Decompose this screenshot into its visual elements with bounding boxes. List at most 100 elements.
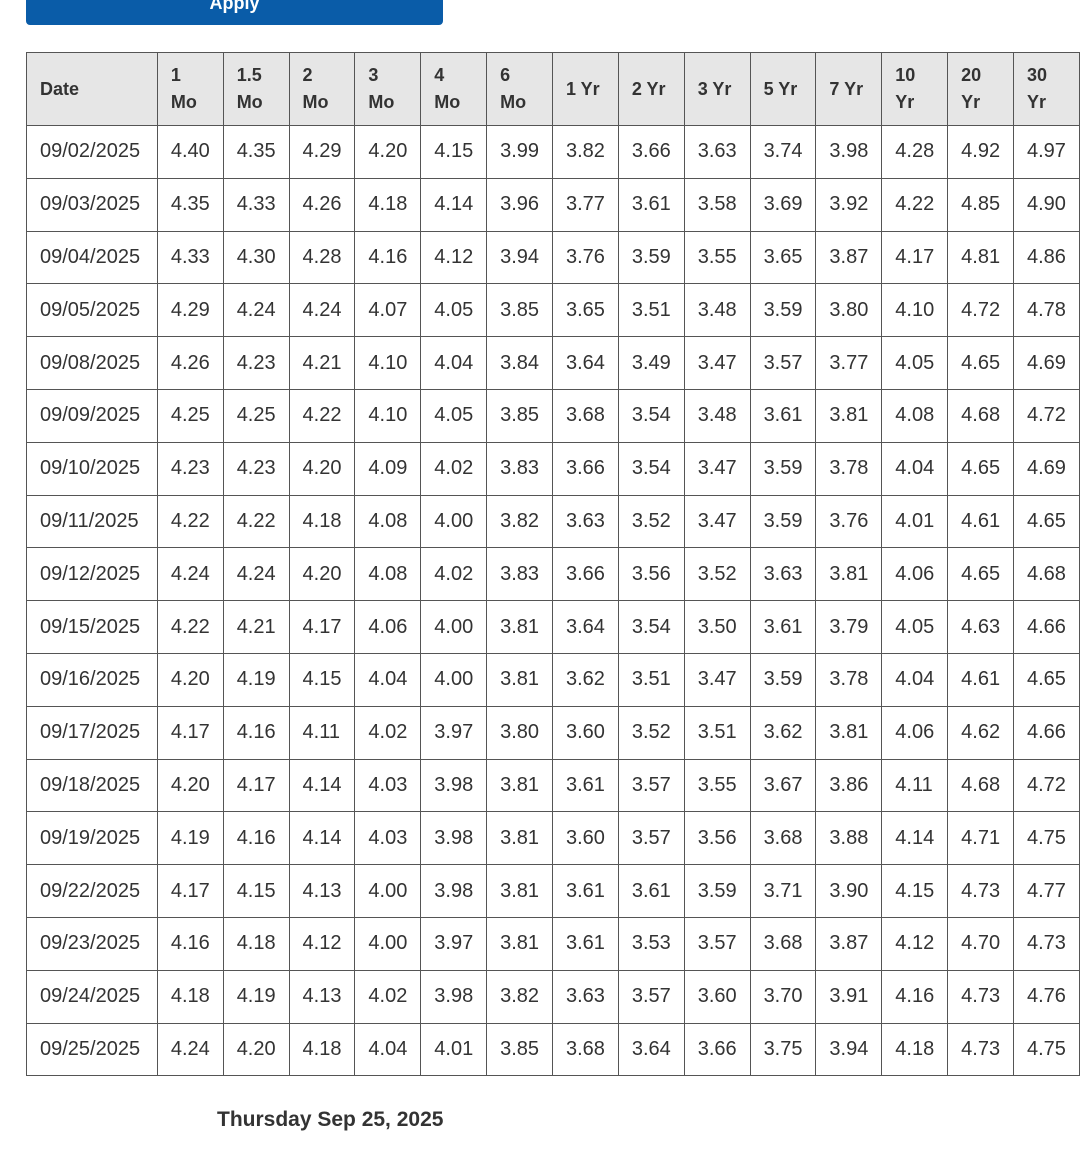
rate-cell: 4.73 <box>947 969 1014 1024</box>
rate-cell: 4.62 <box>947 705 1014 760</box>
date-cell: 09/10/2025 <box>26 441 158 496</box>
rate-cell: 4.66 <box>1013 705 1080 760</box>
rate-cell: 3.81 <box>815 705 883 760</box>
rate-cell: 4.08 <box>354 494 422 549</box>
rate-cell: 4.16 <box>222 705 290 760</box>
table-row: 09/05/2025 4.29 4.24 4.24 4.07 4.05 3.85 3.65 3.… <box>26 283 1080 338</box>
rate-cell: 4.20 <box>156 758 224 813</box>
rate-cell: 3.61 <box>617 864 685 918</box>
rate-cell: 3.58 <box>683 177 751 232</box>
rate-cell: 4.81 <box>947 230 1014 285</box>
rate-cell: 3.55 <box>683 758 751 813</box>
rate-cell: 4.19 <box>156 811 224 866</box>
rate-cell: 4.61 <box>947 652 1014 707</box>
rate-cell: 3.94 <box>815 1022 883 1077</box>
rate-cell: 4.21 <box>222 600 290 654</box>
rate-cell: 4.12 <box>881 916 949 971</box>
column-header: 6 Mo <box>486 52 553 126</box>
rate-cell: 3.56 <box>617 547 685 602</box>
rate-cell: 4.20 <box>354 125 422 179</box>
rate-cell: 4.35 <box>222 125 290 179</box>
rate-cell: 4.65 <box>1013 494 1080 549</box>
rate-cell: 3.83 <box>486 441 553 496</box>
rate-cell: 4.17 <box>288 600 356 654</box>
rate-cell: 4.19 <box>222 969 290 1024</box>
rate-cell: 4.10 <box>881 283 949 338</box>
rate-cell: 3.94 <box>486 230 553 285</box>
rate-cell: 3.64 <box>551 336 619 390</box>
rate-cell: 4.18 <box>288 1022 356 1077</box>
rate-cell: 3.98 <box>815 125 883 179</box>
rate-cell: 3.47 <box>683 336 751 390</box>
column-header: 2 Yr <box>617 52 685 126</box>
rate-cell: 3.52 <box>617 494 685 549</box>
rate-cell: 3.68 <box>749 916 817 971</box>
date-cell: 09/22/2025 <box>26 864 158 918</box>
rate-cell: 3.87 <box>815 916 883 971</box>
rate-cell: 3.68 <box>551 388 619 443</box>
rate-cell: 4.40 <box>156 125 224 179</box>
date-cell: 09/04/2025 <box>26 230 158 285</box>
rate-cell: 4.23 <box>222 441 290 496</box>
rate-cell: 3.57 <box>683 916 751 971</box>
table-row: 09/24/2025 4.18 4.19 4.13 4.02 3.98 3.82 3.63 3.… <box>26 969 1080 1024</box>
rate-cell: 3.68 <box>749 811 817 866</box>
table-row: 09/15/2025 4.22 4.21 4.17 4.06 4.00 3.81 3.64 3.… <box>26 600 1080 654</box>
rate-cell: 4.15 <box>420 125 488 179</box>
date-cell: 09/19/2025 <box>26 811 158 866</box>
rate-cell: 4.00 <box>354 916 422 971</box>
rates-table: Date 1 Mo 1.5 Mo 2 Mo 3 Mo 4 Mo 6 Mo 1 Yr 2 Yr 3 … <box>26 52 1080 1077</box>
rate-cell: 4.24 <box>288 283 356 338</box>
rate-cell: 3.54 <box>617 600 685 654</box>
rate-cell: 4.70 <box>947 916 1014 971</box>
rate-cell: 4.16 <box>222 811 290 866</box>
rate-cell: 4.29 <box>156 283 224 338</box>
date-cell: 09/23/2025 <box>26 916 158 971</box>
rate-cell: 4.02 <box>420 547 488 602</box>
rate-cell: 3.81 <box>815 388 883 443</box>
rate-cell: 4.35 <box>156 177 224 232</box>
rate-cell: 3.61 <box>551 864 619 918</box>
rate-cell: 3.63 <box>749 547 817 602</box>
rate-cell: 4.24 <box>156 1022 224 1077</box>
rate-cell: 4.11 <box>288 705 356 760</box>
rate-cell: 4.24 <box>222 283 290 338</box>
date-cell: 09/16/2025 <box>26 652 158 707</box>
rate-cell: 3.66 <box>617 125 685 179</box>
rate-cell: 3.49 <box>617 336 685 390</box>
column-header: Date <box>26 52 158 126</box>
rate-cell: 3.81 <box>486 864 553 918</box>
rate-cell: 4.86 <box>1013 230 1080 285</box>
rate-cell: 4.30 <box>222 230 290 285</box>
rate-cell: 3.52 <box>683 547 751 602</box>
rate-cell: 4.00 <box>420 494 488 549</box>
rate-cell: 3.48 <box>683 283 751 338</box>
rate-cell: 3.76 <box>815 494 883 549</box>
rate-cell: 3.92 <box>815 177 883 232</box>
column-header: 7 Yr <box>815 52 883 126</box>
column-header: 2 Mo <box>288 52 356 126</box>
rate-cell: 4.33 <box>156 230 224 285</box>
rate-cell: 4.03 <box>354 758 422 813</box>
rate-cell: 4.24 <box>156 547 224 602</box>
rate-cell: 3.59 <box>683 864 751 918</box>
rate-cell: 4.65 <box>947 441 1014 496</box>
rate-cell: 3.83 <box>486 547 553 602</box>
rate-cell: 4.18 <box>156 969 224 1024</box>
rate-cell: 4.02 <box>354 705 422 760</box>
rate-cell: 3.77 <box>551 177 619 232</box>
table-row: 09/10/2025 4.23 4.23 4.20 4.09 4.02 3.83 3.66 3.… <box>26 441 1080 496</box>
table-row: 09/18/2025 4.20 4.17 4.14 4.03 3.98 3.81 3.61 3.… <box>26 758 1080 813</box>
rate-cell: 4.75 <box>1013 1022 1080 1077</box>
rate-cell: 3.87 <box>815 230 883 285</box>
rate-cell: 4.23 <box>222 336 290 390</box>
rate-cell: 3.76 <box>551 230 619 285</box>
date-cell: 09/17/2025 <box>26 705 158 760</box>
apply-button[interactable]: Apply <box>26 0 443 25</box>
rate-cell: 4.14 <box>288 811 356 866</box>
rate-cell: 3.68 <box>551 1022 619 1077</box>
rate-cell: 3.82 <box>551 125 619 179</box>
rate-cell: 4.23 <box>156 441 224 496</box>
rate-cell: 4.06 <box>354 600 422 654</box>
rate-cell: 4.17 <box>881 230 949 285</box>
